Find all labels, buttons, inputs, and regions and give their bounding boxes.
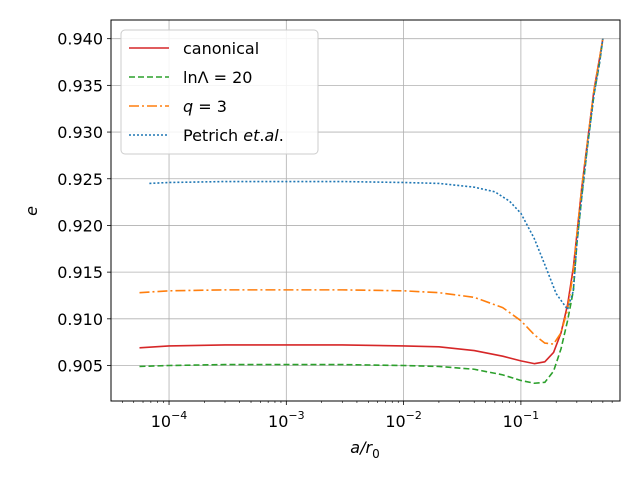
y-tick-label: 0.910: [57, 310, 103, 329]
x-tick-base: 10: [385, 412, 405, 431]
y-tick-label: 0.940: [57, 30, 103, 49]
legend-box: [120, 29, 319, 155]
legend-label-part: .: [259, 126, 264, 145]
x-axis-label: a/r0: [350, 438, 379, 461]
x-tick-exponent: −1: [523, 409, 539, 422]
plot-frame: [110, 19, 621, 402]
legend-label-part: .: [279, 126, 284, 145]
x-tick-label: 10−3: [268, 409, 305, 431]
series-layer: [139, 38, 604, 385]
y-tick-label: 0.920: [57, 216, 103, 235]
x-axis-label-main: a/r: [350, 438, 373, 457]
legend-label: canonical: [183, 39, 259, 58]
legend-label-part: Petrich: [183, 126, 243, 145]
ticks: 0.905 0.910 0.915 0.920 0.925 0.930 0.935 0.940…: [57, 30, 613, 431]
x-tick-exponent: −3: [288, 409, 304, 422]
legend-label-part: Λ: [198, 68, 209, 87]
legend-label-part: ln: [183, 68, 198, 87]
x-axis-label-sub: 0: [372, 447, 380, 461]
y-tick-label: 0.915: [57, 263, 103, 282]
legend-label-part: q: [183, 97, 193, 116]
x-tick-label: 10−1: [503, 409, 540, 431]
x-tick-exponent: −2: [406, 409, 422, 422]
x-tick-exponent: −4: [171, 409, 187, 422]
legend-label-part: = 20: [209, 68, 253, 87]
y-axis-label: e: [22, 206, 41, 216]
x-tick-base: 10: [268, 412, 288, 431]
y-tick-label: 0.925: [57, 170, 103, 189]
legend-label-part: al: [264, 126, 279, 145]
legend-label-part: et: [243, 126, 260, 145]
legend-label: lnΛ = 20: [183, 68, 252, 87]
legend-label-part: = 3: [193, 97, 227, 116]
x-tick-base: 10: [503, 412, 523, 431]
series-line-3: [149, 38, 604, 311]
legend-label-part: canonical: [183, 39, 259, 58]
y-tick-label: 0.905: [57, 357, 103, 376]
x-tick-label: 10−4: [151, 409, 188, 431]
legend-label: q = 3: [183, 97, 227, 116]
x-tick-label: 10−2: [385, 409, 422, 431]
legend-label: Petrich et.al.: [183, 126, 284, 145]
y-tick-label: 0.935: [57, 76, 103, 95]
y-tick-label: 0.930: [57, 123, 103, 142]
legend: canonical lnΛ = 20 q = 3 Petrich et.al.: [120, 29, 319, 155]
series-line-1: [139, 38, 604, 385]
x-tick-base: 10: [151, 412, 171, 431]
